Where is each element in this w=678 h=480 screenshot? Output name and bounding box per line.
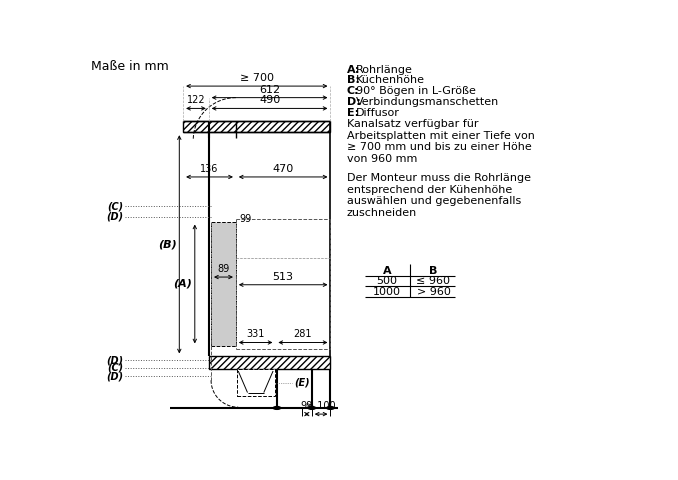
Text: B: B bbox=[429, 265, 438, 276]
Text: Diffusor: Diffusor bbox=[356, 108, 400, 118]
Bar bbox=[209, 356, 330, 370]
Text: (D): (D) bbox=[106, 372, 123, 382]
Text: 122: 122 bbox=[186, 96, 205, 105]
Text: D:: D: bbox=[346, 97, 361, 107]
Text: 281: 281 bbox=[294, 329, 312, 339]
Text: 89: 89 bbox=[218, 264, 230, 274]
Text: ≥ 100: ≥ 100 bbox=[306, 401, 336, 411]
Text: A:: A: bbox=[346, 64, 360, 74]
Ellipse shape bbox=[273, 407, 281, 409]
Text: 99: 99 bbox=[239, 214, 252, 224]
Text: Kanalsatz verfügbar für
Arbeitsplatten mit einer Tiefe von
≥ 700 mm und bis zu e: Kanalsatz verfügbar für Arbeitsplatten m… bbox=[346, 119, 534, 164]
Text: 470: 470 bbox=[273, 164, 294, 174]
Text: > 960: > 960 bbox=[416, 287, 450, 297]
Text: (A): (A) bbox=[174, 279, 193, 289]
Text: Küchenhöhe: Küchenhöhe bbox=[356, 75, 425, 85]
Text: Maße in mm: Maße in mm bbox=[91, 60, 169, 73]
Text: 500: 500 bbox=[376, 276, 397, 286]
Text: E:: E: bbox=[346, 108, 359, 118]
Text: (D): (D) bbox=[106, 212, 123, 222]
Text: 1000: 1000 bbox=[373, 287, 401, 297]
Text: (C): (C) bbox=[107, 363, 123, 373]
Text: Der Monteur muss die Rohrlänge
entsprechend der Kühenhöhe
auswählen und gegebene: Der Monteur muss die Rohrlänge entsprech… bbox=[346, 173, 531, 218]
Bar bbox=[211, 222, 236, 347]
Text: 513: 513 bbox=[273, 272, 294, 282]
Text: (E): (E) bbox=[294, 378, 310, 388]
Text: (B): (B) bbox=[158, 240, 177, 249]
Text: 331: 331 bbox=[246, 329, 265, 339]
Text: 90° Bögen in L-Größe: 90° Bögen in L-Größe bbox=[356, 86, 476, 96]
Text: 99: 99 bbox=[300, 401, 313, 411]
Text: 136: 136 bbox=[200, 164, 219, 174]
Text: 612: 612 bbox=[259, 84, 280, 95]
Text: (C): (C) bbox=[107, 201, 123, 211]
Text: ≥ 700: ≥ 700 bbox=[240, 73, 274, 83]
Text: Rohrlänge: Rohrlänge bbox=[356, 64, 413, 74]
Text: A: A bbox=[382, 265, 391, 276]
Ellipse shape bbox=[327, 407, 334, 409]
Bar bbox=[183, 121, 330, 132]
Bar bbox=[237, 370, 275, 396]
Text: 490: 490 bbox=[259, 96, 280, 105]
Text: B:: B: bbox=[346, 75, 359, 85]
Text: C:: C: bbox=[346, 86, 359, 96]
Text: Verbindungsmanschetten: Verbindungsmanschetten bbox=[356, 97, 499, 107]
Text: ≤ 960: ≤ 960 bbox=[416, 276, 450, 286]
Ellipse shape bbox=[308, 407, 316, 409]
Text: (D): (D) bbox=[106, 355, 123, 365]
